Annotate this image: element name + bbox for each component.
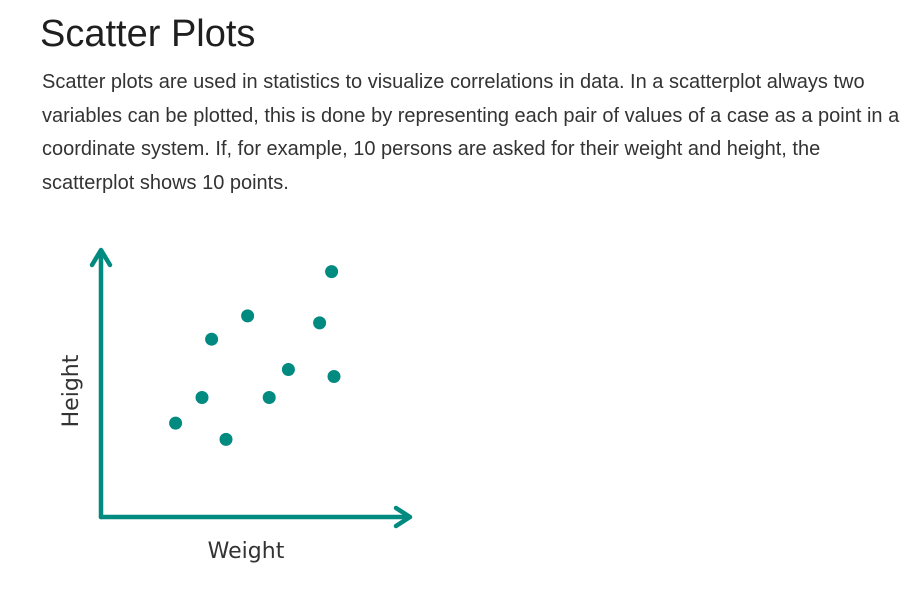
chart-axes bbox=[89, 247, 413, 529]
x-axis-arrowhead bbox=[393, 505, 413, 529]
y-axis-arrowhead bbox=[89, 247, 113, 268]
data-point bbox=[169, 416, 183, 430]
scatter-chart: Weight Height bbox=[0, 230, 460, 604]
page-title: Scatter Plots bbox=[40, 13, 256, 55]
data-point bbox=[205, 332, 219, 346]
data-point bbox=[241, 309, 255, 323]
data-point bbox=[325, 265, 339, 279]
data-point bbox=[327, 370, 341, 383]
data-point bbox=[281, 363, 295, 376]
y-axis-label: Height bbox=[59, 354, 84, 427]
data-point bbox=[262, 391, 276, 404]
data-point bbox=[313, 316, 327, 330]
data-point bbox=[219, 432, 233, 446]
scatter-chart-svg: Weight Height bbox=[59, 247, 413, 564]
x-axis-label: Weight bbox=[208, 539, 285, 564]
data-points bbox=[169, 265, 341, 446]
data-point bbox=[195, 391, 209, 404]
intro-paragraph: Scatter plots are used in statistics to … bbox=[42, 71, 900, 195]
